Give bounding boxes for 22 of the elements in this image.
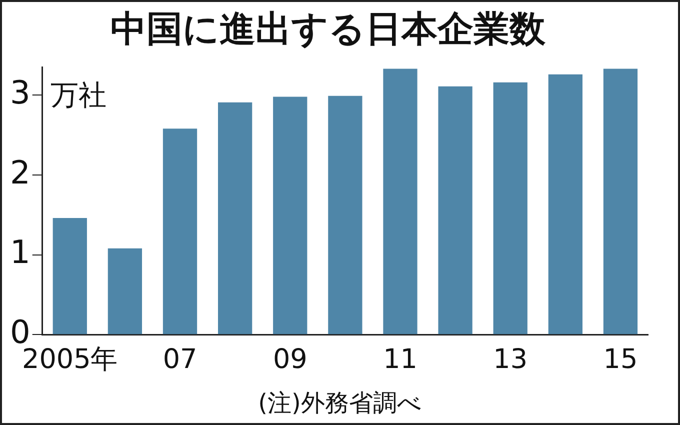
bar bbox=[493, 82, 528, 334]
text: (注)外務省調べ bbox=[258, 389, 422, 418]
y-tick-label: 1 bbox=[10, 233, 30, 272]
bar bbox=[438, 86, 472, 334]
bar bbox=[162, 128, 198, 334]
x-tick-label: 07 bbox=[162, 344, 198, 375]
bar bbox=[52, 218, 87, 334]
x-tick-label: 09 bbox=[272, 344, 308, 375]
y-tick-label: 3 bbox=[10, 73, 30, 112]
bar bbox=[383, 68, 418, 334]
bar bbox=[328, 96, 362, 334]
chart-title: 中国に進出する日本企業数 bbox=[110, 8, 546, 50]
y-axis-title: 万社 bbox=[50, 78, 106, 112]
bar bbox=[108, 248, 142, 334]
bar bbox=[548, 74, 582, 334]
x-tick-label: 15 bbox=[603, 344, 638, 375]
bar bbox=[218, 102, 252, 334]
x-tick-label: 13 bbox=[493, 344, 528, 375]
bar bbox=[603, 68, 638, 334]
y-tick-label: 2 bbox=[10, 153, 30, 192]
bar bbox=[273, 96, 308, 334]
x-tick-label: 11 bbox=[383, 344, 418, 375]
